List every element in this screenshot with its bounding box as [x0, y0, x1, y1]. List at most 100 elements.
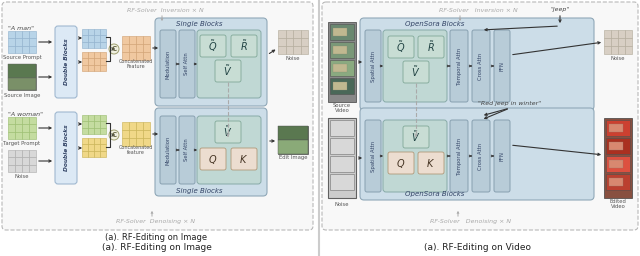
Bar: [88, 138, 94, 144]
Bar: [82, 128, 88, 134]
Bar: [122, 52, 129, 60]
Bar: [88, 35, 94, 42]
Bar: [330, 156, 354, 172]
FancyBboxPatch shape: [360, 18, 594, 110]
Bar: [22, 38, 29, 46]
Bar: [15, 124, 22, 132]
Text: OpenSora Blocks: OpenSora Blocks: [405, 21, 465, 27]
Bar: [293, 46, 301, 54]
Bar: [278, 38, 285, 46]
Bar: [94, 151, 100, 157]
Bar: [122, 138, 129, 146]
Text: Spatial Attn: Spatial Attn: [371, 141, 376, 172]
FancyBboxPatch shape: [160, 30, 176, 98]
Text: Source
Video: Source Video: [333, 103, 351, 113]
Bar: [129, 130, 136, 138]
Bar: [328, 22, 356, 102]
Bar: [301, 46, 308, 54]
Text: (a). RF-Editing on Image: (a). RF-Editing on Image: [105, 233, 207, 242]
Bar: [136, 138, 143, 146]
FancyBboxPatch shape: [365, 120, 381, 192]
FancyBboxPatch shape: [383, 30, 447, 102]
Bar: [82, 52, 88, 58]
Text: "jeep": "jeep": [550, 6, 570, 12]
Bar: [301, 38, 308, 46]
Bar: [29, 157, 36, 165]
FancyBboxPatch shape: [200, 148, 226, 170]
Bar: [82, 115, 88, 121]
Text: Self Attn: Self Attn: [184, 139, 189, 161]
Bar: [100, 42, 106, 48]
Bar: [82, 138, 88, 144]
Bar: [15, 165, 22, 172]
Bar: [330, 78, 354, 94]
Text: C: C: [111, 46, 116, 52]
Bar: [129, 52, 136, 60]
Bar: [100, 138, 106, 144]
FancyBboxPatch shape: [155, 18, 267, 106]
Text: Self Attn: Self Attn: [184, 53, 189, 75]
Text: FFN: FFN: [499, 61, 504, 71]
Bar: [143, 122, 150, 130]
FancyBboxPatch shape: [403, 61, 429, 83]
Bar: [136, 52, 143, 60]
Text: $\tilde{V}$: $\tilde{V}$: [412, 130, 420, 144]
Bar: [609, 160, 623, 168]
Bar: [22, 165, 29, 172]
Bar: [94, 52, 100, 58]
Text: Source Prompt: Source Prompt: [3, 55, 42, 59]
FancyBboxPatch shape: [450, 30, 468, 102]
Bar: [136, 122, 143, 130]
Text: $K$: $K$: [426, 157, 436, 169]
Bar: [330, 24, 354, 40]
Bar: [143, 52, 150, 60]
Bar: [330, 120, 354, 136]
Bar: [618, 38, 625, 46]
Bar: [8, 150, 15, 157]
Text: Double Blocks: Double Blocks: [63, 39, 68, 85]
Text: RF-Solver   Denoising × N: RF-Solver Denoising × N: [429, 219, 511, 223]
Text: Modulation: Modulation: [166, 135, 170, 165]
Bar: [285, 46, 293, 54]
Bar: [606, 174, 630, 190]
Text: Concatenated
Feature: Concatenated Feature: [119, 59, 153, 69]
Text: $\tilde{R}$: $\tilde{R}$: [240, 38, 248, 54]
Bar: [100, 52, 106, 58]
Bar: [29, 124, 36, 132]
Bar: [330, 138, 354, 154]
Bar: [22, 117, 29, 124]
Text: Cross Attn: Cross Attn: [479, 52, 483, 80]
Text: (a). RF-Editing on Video: (a). RF-Editing on Video: [424, 243, 531, 252]
Bar: [330, 174, 354, 190]
Bar: [22, 150, 29, 157]
Bar: [29, 165, 36, 172]
Text: Double Blocks: Double Blocks: [63, 125, 68, 171]
Bar: [285, 38, 293, 46]
Bar: [609, 124, 623, 132]
FancyBboxPatch shape: [494, 120, 510, 192]
Text: $\tilde{V}$: $\tilde{V}$: [412, 65, 420, 79]
Bar: [82, 144, 88, 151]
Bar: [8, 38, 15, 46]
Text: "A woman": "A woman": [8, 112, 43, 116]
Bar: [82, 58, 88, 65]
Bar: [15, 150, 22, 157]
Circle shape: [109, 130, 119, 140]
Text: Modulation: Modulation: [166, 49, 170, 79]
Bar: [625, 30, 632, 38]
Bar: [293, 30, 301, 38]
Bar: [94, 121, 100, 128]
Bar: [122, 44, 129, 52]
Bar: [604, 46, 611, 54]
FancyBboxPatch shape: [231, 148, 257, 170]
Bar: [100, 65, 106, 71]
Bar: [606, 156, 630, 172]
Bar: [278, 30, 285, 38]
Bar: [88, 144, 94, 151]
Bar: [8, 64, 36, 78]
Text: RF-Solver   Inversion × N: RF-Solver Inversion × N: [438, 7, 517, 13]
Bar: [22, 31, 29, 38]
Bar: [100, 35, 106, 42]
Bar: [611, 38, 618, 46]
Text: Noise: Noise: [335, 201, 349, 207]
